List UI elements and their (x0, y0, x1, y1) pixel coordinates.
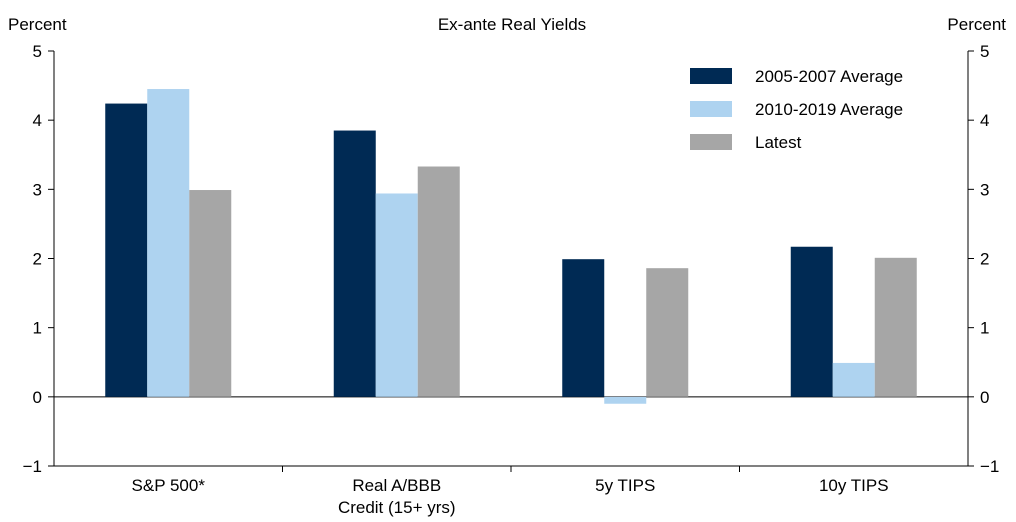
bar (189, 190, 232, 397)
bar (604, 396, 647, 404)
right-tick-label: 2 (980, 250, 989, 269)
right-tick-label: 0 (980, 388, 989, 407)
bar (147, 89, 190, 397)
bar (646, 268, 689, 397)
legend-label: Latest (755, 133, 802, 152)
left-tick-label: 2 (33, 250, 42, 269)
left-tick-label: 5 (33, 42, 42, 61)
chart-title: Ex-ante Real Yields (438, 15, 586, 34)
legend-swatch (690, 101, 732, 117)
bar (417, 166, 460, 397)
legend-swatch (690, 68, 732, 84)
bar (105, 103, 148, 397)
category-label: 10y TIPS (819, 476, 889, 495)
axis-ticks-group: −1 −1 0 0 1 1 2 2 3 3 4 4 5 5 (23, 42, 1000, 476)
category-label: 5y TIPS (595, 476, 655, 495)
category-labels-group: S&P 500* Real A/BBB Credit (15+ yrs) 5y TIP… (132, 476, 889, 517)
right-tick-label: 5 (980, 42, 989, 61)
left-tick-label: 3 (33, 180, 42, 199)
right-axis-unit-label: Percent (947, 15, 1006, 34)
left-tick-label: 1 (33, 319, 42, 338)
legend-swatch (690, 134, 732, 150)
bars-group (105, 89, 917, 404)
legend: 2005-2007 Average 2010-2019 Average Latest (690, 67, 903, 152)
legend-label: 2010-2019 Average (755, 100, 903, 119)
bar (562, 259, 605, 397)
legend-label: 2005-2007 Average (755, 67, 903, 86)
category-label: Credit (15+ yrs) (338, 498, 456, 517)
right-tick-label: 4 (980, 111, 989, 130)
left-tick-label: 0 (33, 388, 42, 407)
category-label: S&P 500* (132, 476, 206, 495)
left-tick-label: −1 (23, 457, 42, 476)
bar (333, 130, 376, 397)
right-tick-label: 3 (980, 180, 989, 199)
category-label: Real A/BBB (352, 476, 441, 495)
bar (832, 362, 875, 397)
bar (790, 246, 833, 397)
right-tick-label: −1 (980, 457, 999, 476)
left-axis-unit-label: Percent (8, 15, 67, 34)
bar (874, 257, 917, 397)
bar (375, 193, 418, 397)
right-tick-label: 1 (980, 319, 989, 338)
left-tick-label: 4 (33, 111, 42, 130)
